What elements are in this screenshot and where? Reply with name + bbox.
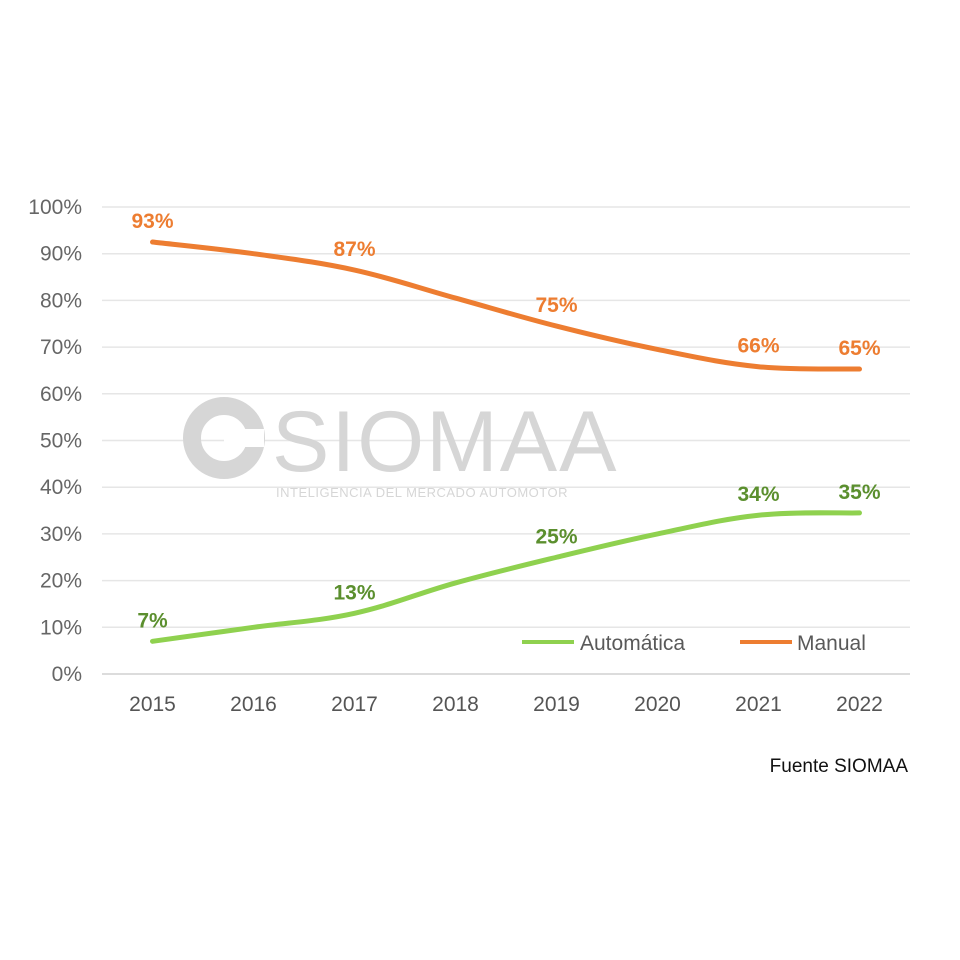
data-label-manual: 65% — [838, 337, 880, 360]
x-tick-label: 2019 — [533, 693, 580, 716]
source-note: Fuente SIOMAA — [769, 756, 908, 777]
data-label-automatica: 34% — [737, 483, 779, 506]
y-tick-label: 30% — [40, 523, 82, 546]
y-tick-label: 90% — [40, 243, 82, 266]
data-label-automatica: 25% — [535, 525, 577, 548]
data-label-automatica: 35% — [838, 481, 880, 504]
series-line-manual — [150, 239, 862, 372]
data-label-manual: 87% — [333, 238, 375, 261]
siomaa-logo-icon — [183, 397, 265, 479]
watermark-brand: SIOMAA — [272, 394, 619, 490]
x-tick-label: 2017 — [331, 693, 378, 716]
x-tick-label: 2022 — [836, 693, 883, 716]
y-tick-label: 10% — [40, 616, 82, 639]
y-axis-ticks: 0% 10% 20% 30% 40% 50% 60% 70% 80% 90% 100% — [28, 196, 82, 686]
data-label-manual: 66% — [737, 335, 779, 358]
x-tick-label: 2018 — [432, 693, 479, 716]
series-lines — [150, 239, 862, 644]
y-tick-label: 100% — [28, 196, 82, 219]
data-label-automatica: 7% — [137, 609, 168, 632]
watermark: SIOMAA INTELIGENCIA DEL MERCADO AUTOMOTO… — [183, 394, 619, 500]
y-tick-label: 80% — [40, 289, 82, 312]
x-tick-label: 2021 — [735, 693, 782, 716]
y-tick-label: 50% — [40, 430, 82, 453]
data-label-manual: 75% — [535, 294, 577, 317]
y-tick-label: 0% — [52, 663, 82, 686]
watermark-tagline: INTELIGENCIA DEL MERCADO AUTOMOTOR — [276, 485, 568, 500]
y-tick-label: 20% — [40, 570, 82, 593]
x-tick-label: 2020 — [634, 693, 681, 716]
x-tick-label: 2015 — [129, 693, 176, 716]
legend-label-automatica: Automática — [580, 632, 685, 655]
legend-label-manual: Manual — [797, 632, 866, 655]
y-tick-label: 70% — [40, 336, 82, 359]
legend: Automática Manual — [522, 632, 866, 655]
data-label-manual: 93% — [131, 210, 173, 233]
y-tick-label: 60% — [40, 383, 82, 406]
data-label-automatica: 13% — [333, 581, 375, 604]
y-tick-label: 40% — [40, 476, 82, 499]
x-axis-ticks: 2015 2016 2017 2018 2019 2020 2021 2022 — [129, 693, 883, 716]
data-labels: 7% 13% 25% 34% 35% 93% 87% 75% 66% 65% — [131, 210, 880, 632]
series-line-automatica — [150, 510, 862, 644]
x-tick-label: 2016 — [230, 693, 277, 716]
